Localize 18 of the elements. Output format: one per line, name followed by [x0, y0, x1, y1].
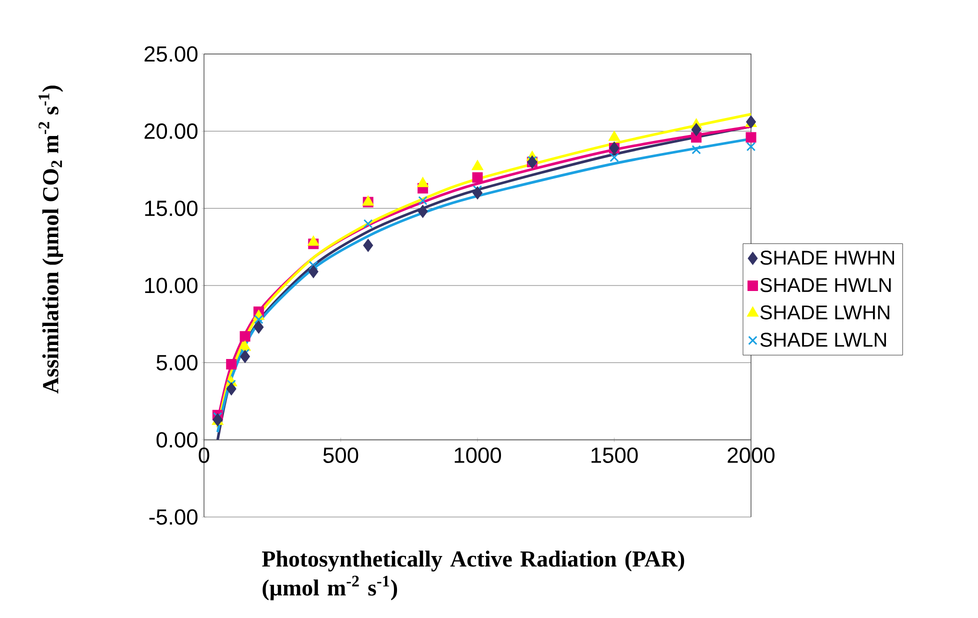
- legend-label: SHADE HWHN: [760, 250, 894, 265]
- x-axis-title: Photosynthetically Active Radiation (PAR) (µmol m$^{-2}$ s$^{-1}$): [262, 550, 684, 600]
- y-tick-label: 5.00: [156, 354, 198, 370]
- legend-label: SHADE LWHN: [760, 305, 890, 320]
- y-tick-label: -5.00: [149, 509, 198, 525]
- x-tick-label: 2000: [728, 447, 775, 463]
- y-tick-label: 10.00: [145, 278, 198, 294]
- x-tick-label: 1500: [592, 447, 638, 463]
- x-tick-label: 0: [198, 447, 210, 463]
- y-tick-label: 0.00: [156, 432, 198, 448]
- x-tick-label: 1000: [454, 447, 502, 463]
- y-tick-label: 15.00: [145, 200, 198, 216]
- legend-label: SHADE LWLN: [760, 332, 886, 347]
- x-tick-label: 500: [323, 447, 358, 463]
- y-axis-title: Assimilation (µmol CO$_{2}$ m$^{-2}$ s$^{-1}$): [38, 86, 64, 394]
- y-tick-label: 25.00: [144, 46, 198, 62]
- y-tick-label: 20.00: [144, 123, 198, 139]
- legend-label: SHADE HWLN: [760, 278, 891, 292]
